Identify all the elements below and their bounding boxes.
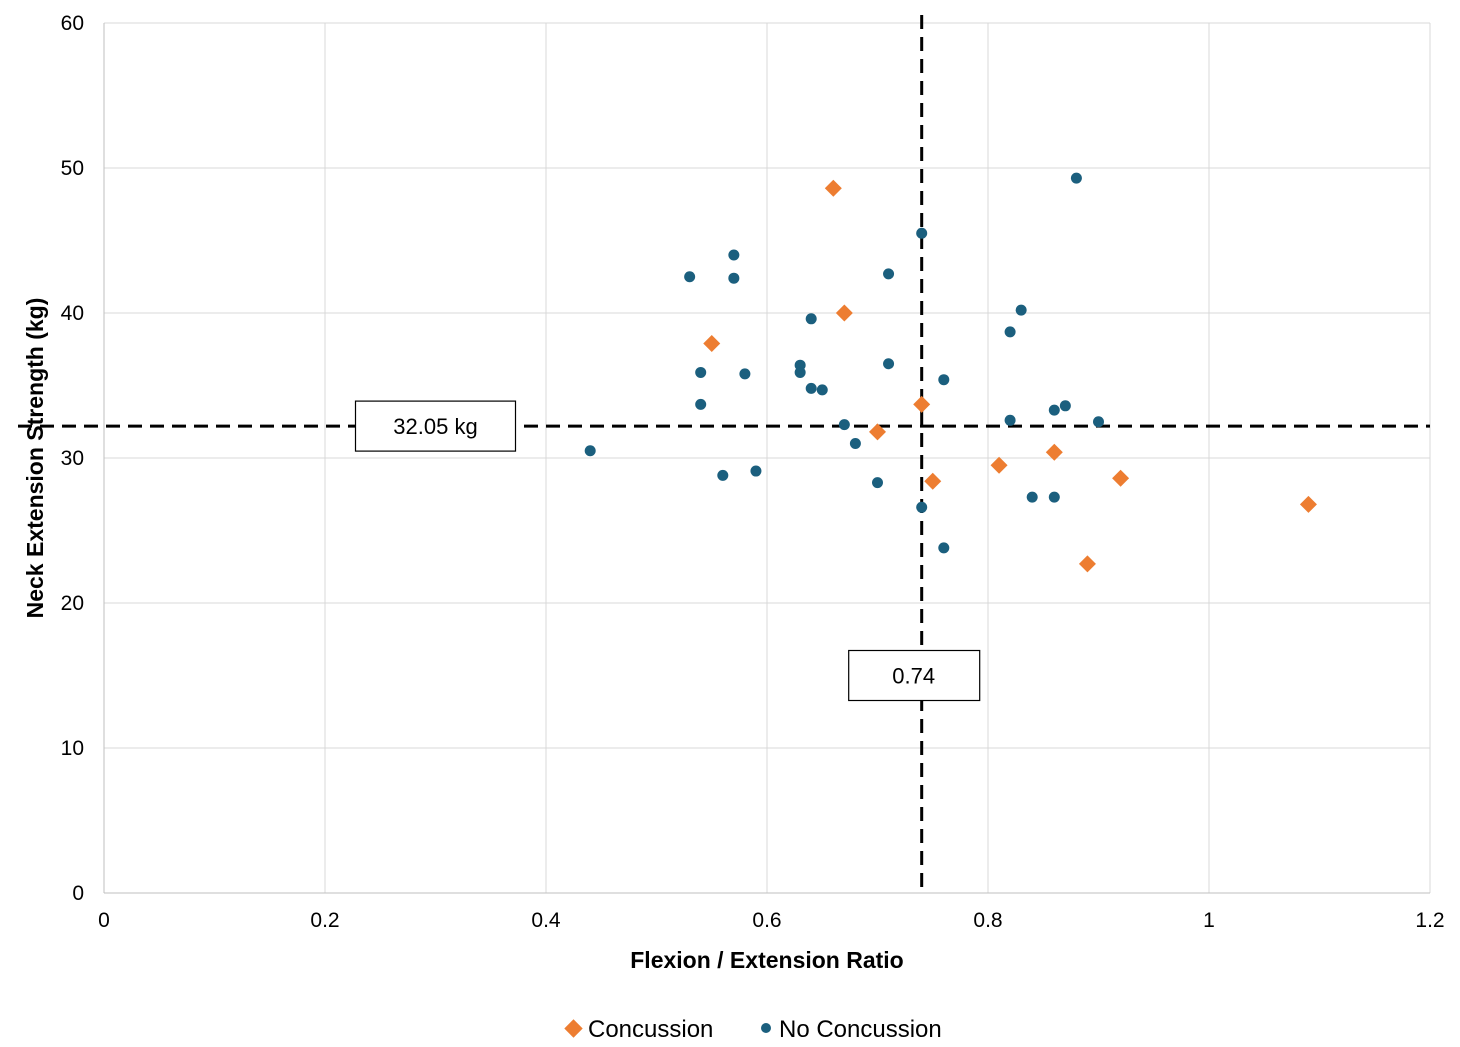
legend: Concussion No Concussion [564, 1016, 942, 1043]
no-concussion-point [584, 445, 596, 457]
no-concussion-point [1015, 304, 1027, 316]
concussion-point [1112, 469, 1130, 487]
no-concussion-point [916, 227, 928, 239]
y-tick-label: 30 [61, 447, 84, 470]
legend-item-concussion: Concussion [564, 1016, 713, 1043]
concussion-point [924, 472, 942, 490]
y-tick-label: 50 [61, 157, 84, 180]
axes [103, 23, 1430, 894]
no-concussion-point [805, 382, 817, 394]
no-concussion-point [805, 313, 817, 325]
no-concussion-point [1004, 414, 1016, 426]
no-concussion-point [739, 368, 751, 380]
no-concussion-point [728, 272, 740, 284]
no-concussion-point [684, 271, 696, 283]
no-concussion-point [1026, 491, 1038, 503]
legend-item-no-concussion: No Concussion [761, 1016, 942, 1043]
y-tick-label: 60 [61, 12, 84, 35]
concussion-point [835, 304, 853, 322]
y-tick-label: 40 [61, 302, 84, 325]
y-tick-label: 20 [61, 592, 84, 615]
legend-no-concussion-label: No Concussion [779, 1016, 942, 1043]
vertical-reference-label-box [848, 649, 981, 702]
y-tick-label: 0 [72, 882, 84, 905]
y-tick-label: 10 [61, 737, 84, 760]
no-concussion-point [1048, 404, 1060, 416]
concussion-point [824, 179, 842, 197]
no-concussion-point [938, 542, 950, 554]
no-concussion-point [816, 384, 828, 396]
gridlines [104, 22, 1431, 893]
legend-concussion-marker [564, 1019, 583, 1038]
no-concussion-point [849, 438, 861, 449]
concussion-point [1078, 555, 1096, 573]
concussion-point [1299, 495, 1317, 513]
legend-concussion-label: Concussion [588, 1016, 713, 1043]
no-concussion-point [938, 374, 950, 386]
data-points [584, 172, 1317, 573]
x-axis-title: Flexion / Extension Ratio [630, 947, 903, 973]
x-tick-label: 0.4 [531, 909, 561, 932]
x-tick-label: 0 [98, 909, 110, 932]
no-concussion-point [750, 465, 762, 477]
no-concussion-point [1093, 416, 1104, 428]
x-tick-label: 1 [1203, 909, 1215, 932]
no-concussion-point [1048, 491, 1060, 503]
no-concussion-point [717, 469, 729, 481]
concussion-point [1045, 443, 1063, 461]
horizontal-reference-label: 32.05 kg [393, 414, 477, 439]
no-concussion-point [1004, 326, 1016, 338]
no-concussion-point [1059, 400, 1071, 412]
x-tick-label: 1.2 [1415, 909, 1444, 932]
no-concussion-point [883, 268, 895, 280]
no-concussion-point [794, 366, 806, 378]
concussion-point [913, 395, 931, 413]
x-tick-label: 0.6 [752, 909, 781, 932]
no-concussion-point [916, 501, 928, 513]
x-tick-label: 0.2 [310, 909, 339, 932]
x-tick-label: 0.8 [973, 909, 1002, 932]
legend-no-concussion-marker [761, 1023, 771, 1033]
concussion-point [990, 456, 1008, 474]
horizontal-reference-label-box [354, 400, 517, 452]
tick-labels: 0 0.2 0.4 0.6 0.8 1 1.2 0 10 20 30 40 50 60 [61, 12, 1445, 932]
no-concussion-point [838, 419, 850, 431]
no-concussion-point [883, 358, 895, 370]
reference-lines: 32.05 kg 0.74 [18, 15, 1430, 893]
no-concussion-point [1070, 172, 1082, 184]
concussion-point [703, 334, 721, 352]
no-concussion-point [872, 477, 883, 489]
concussion-point [869, 423, 886, 441]
no-concussion-point [695, 398, 707, 410]
vertical-reference-label: 0.74 [892, 664, 935, 689]
no-concussion-point [728, 249, 740, 261]
y-axis-title: Neck Extension Strength (kg) [22, 298, 48, 619]
no-concussion-point [695, 366, 707, 378]
